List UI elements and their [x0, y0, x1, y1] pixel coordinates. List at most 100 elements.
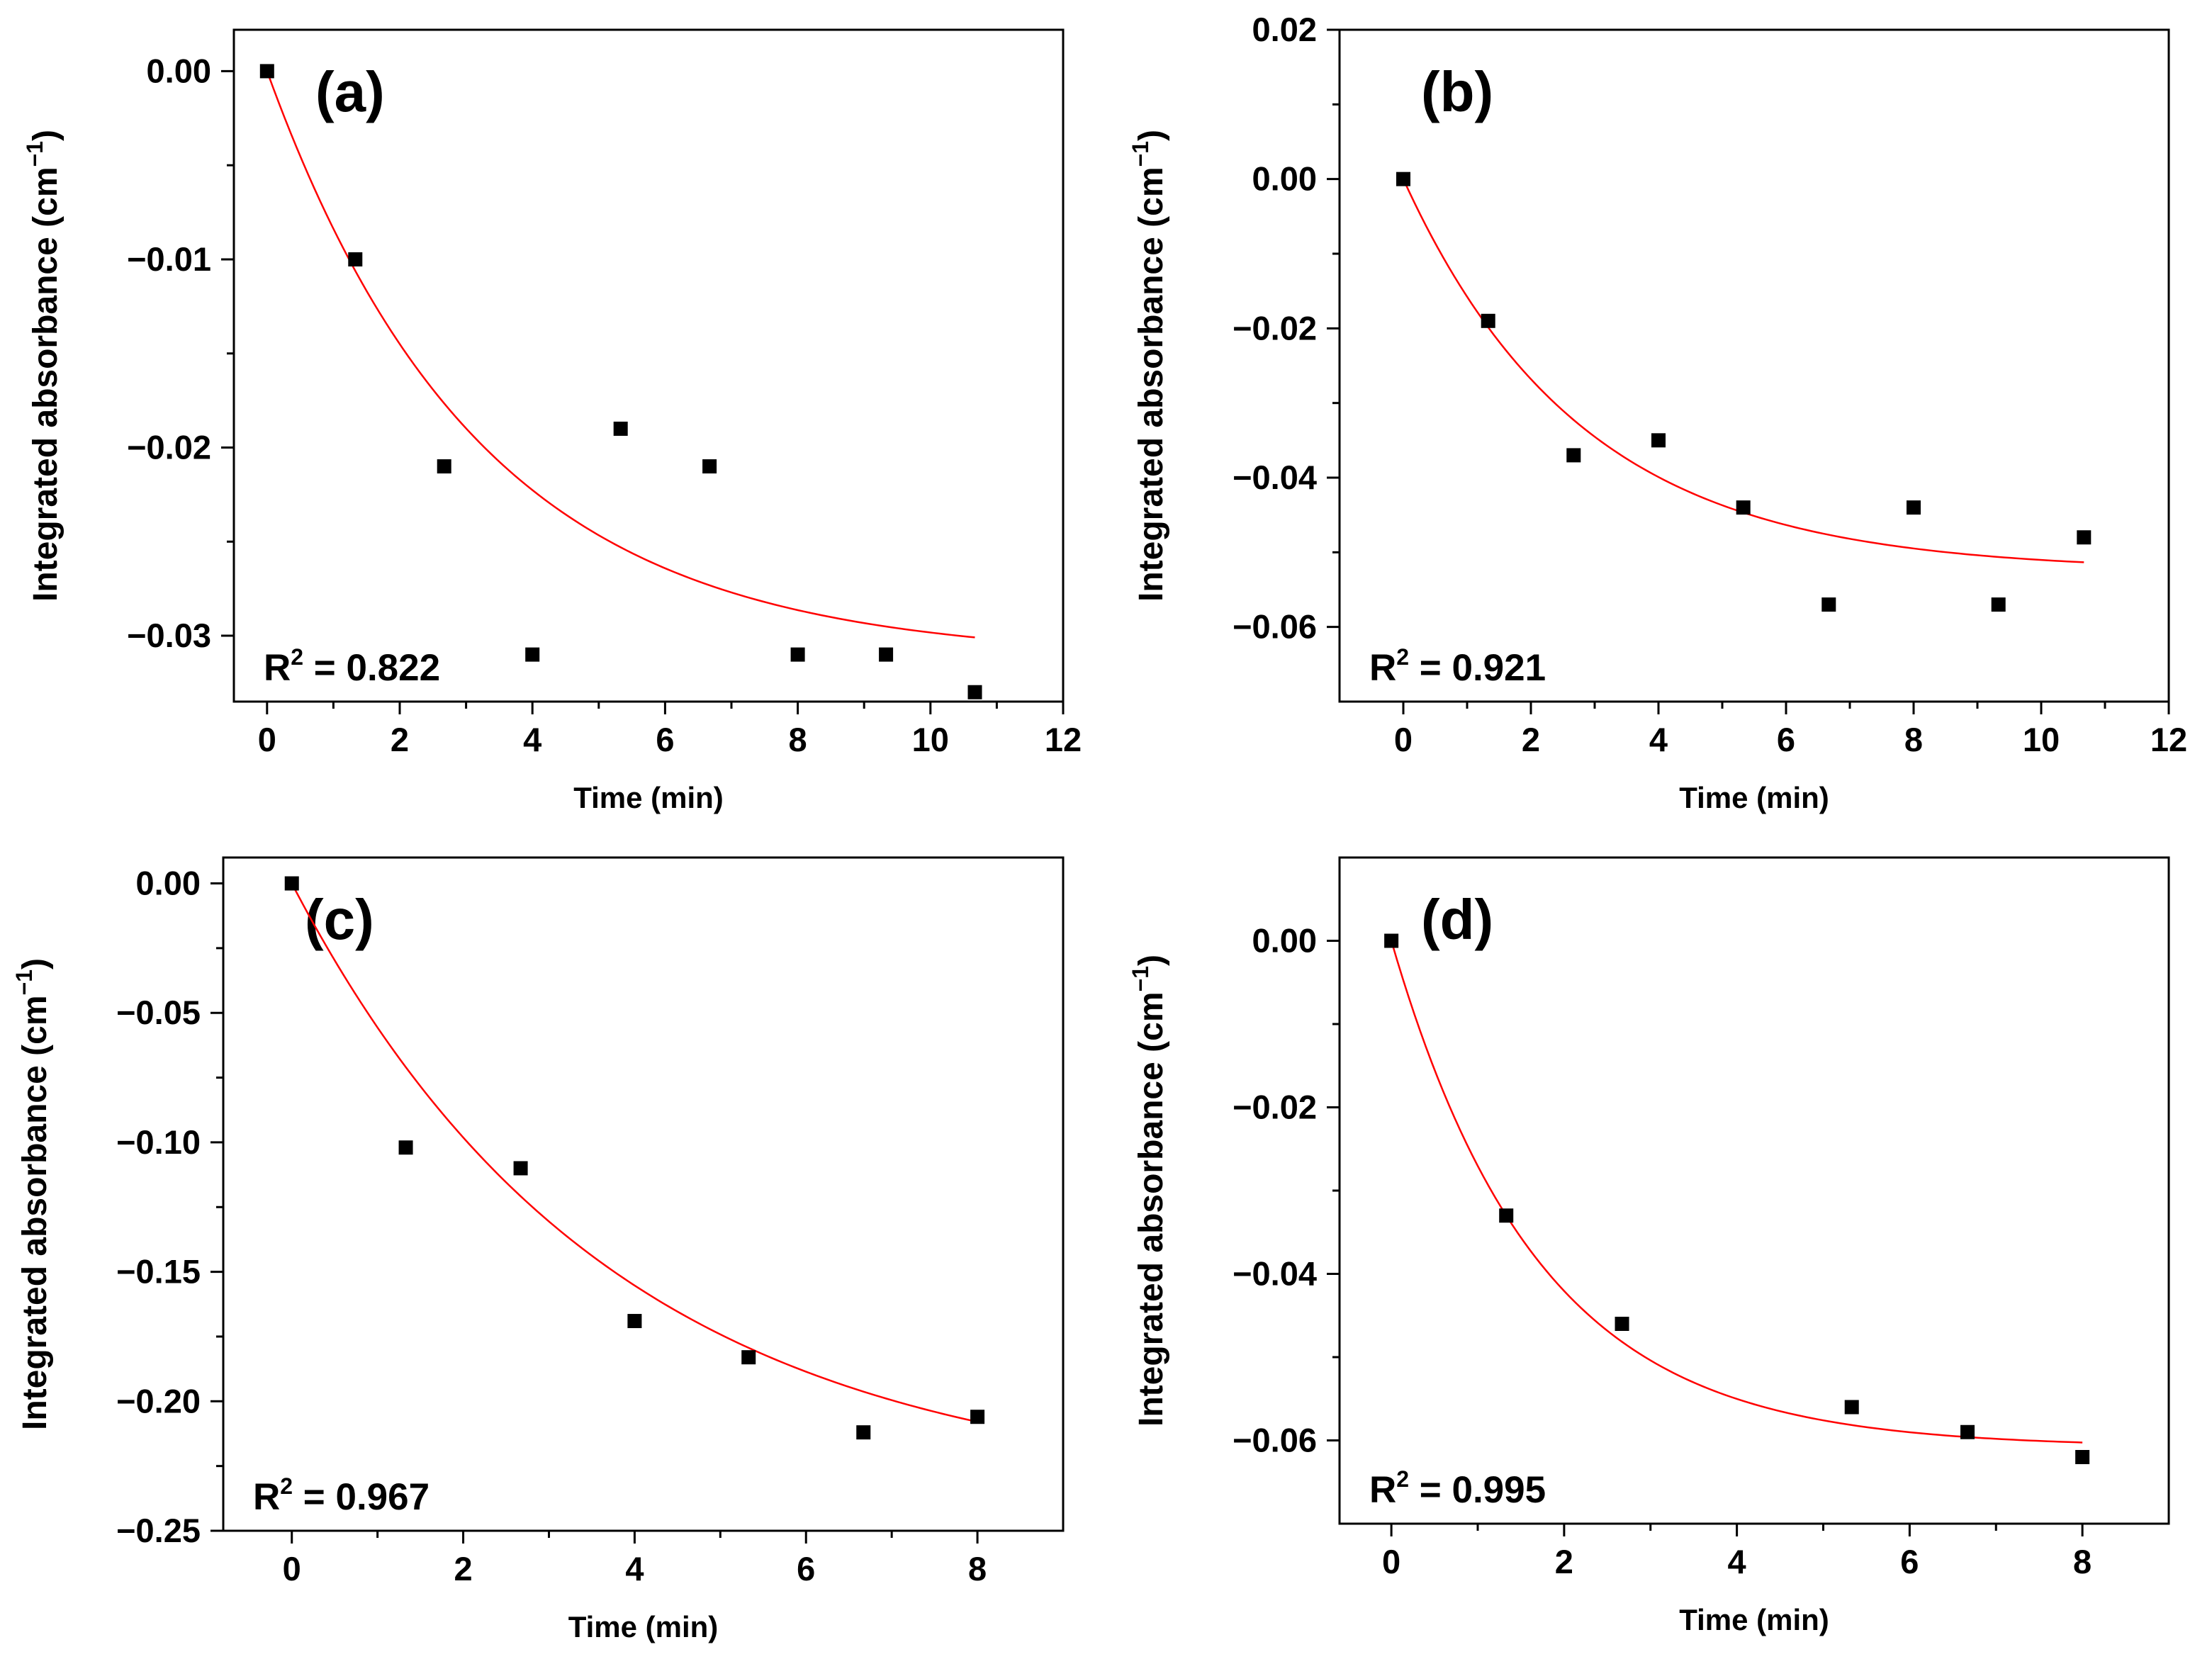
chart-3-data-point	[2075, 1450, 2090, 1464]
chart-0-data-point	[967, 685, 982, 699]
chart-2-ytick-label: −0.10	[116, 1123, 201, 1161]
chart-1-data-point	[1991, 597, 2006, 612]
chart-0-ytick-label: −0.01	[127, 240, 211, 278]
chart-2-ytick-label: −0.15	[116, 1253, 201, 1291]
chart-1-xlabel: Time (min)	[1679, 781, 1829, 814]
chart-2-ytick-label: −0.05	[116, 994, 201, 1031]
chart-1-xtick-label: 4	[1649, 721, 1668, 758]
chart-1-data-point	[1821, 597, 1836, 612]
chart-3-xtick-label: 0	[1382, 1543, 1400, 1580]
chart-3-data-point	[1844, 1400, 1859, 1415]
chart-1-ytick-label: −0.04	[1233, 459, 1317, 496]
chart-1-data-point	[1651, 433, 1666, 448]
chart-2-xtick-label: 0	[283, 1550, 301, 1587]
chart-0-fit-curve	[266, 70, 975, 639]
chart-1-data-point	[1396, 172, 1410, 186]
chart-1-data-point	[2077, 530, 2092, 545]
chart-1-xtick-label: 0	[1394, 721, 1413, 758]
chart-3-ytick-label: −0.02	[1233, 1089, 1317, 1126]
chart-0-xtick-label: 6	[656, 721, 674, 758]
chart-2-xlabel: Time (min)	[568, 1610, 719, 1643]
chart-0: 0 2 4 6 8 10 12 0.00 −0.01 −0.02 −0.03 Time (min) In…	[22, 28, 1082, 814]
chart-0-ylabel: Integrated absorbance (cm−1)	[22, 130, 64, 602]
chart-0-xtick-label: 4	[523, 721, 541, 758]
chart-2-panel-label: (c)	[305, 888, 374, 951]
chart-2-data-point	[741, 1350, 756, 1365]
chart-2: 0 2 4 6 8 0.00 −0.05 −0.10 −0.15 −0.20 −0.25 Time (…	[11, 856, 1065, 1643]
chart-0-xlabel: Time (min)	[573, 781, 724, 814]
chart-2-xtick-label: 6	[797, 1550, 815, 1587]
chart-0-data-point	[879, 647, 894, 662]
chart-3-frame	[1338, 856, 2170, 1525]
chart-0-data-point	[702, 459, 717, 474]
chart-0-data-point	[259, 64, 274, 79]
chart-0-xtick-label: 10	[912, 721, 949, 758]
chart-1-xtick-label: 12	[2150, 721, 2187, 758]
chart-0-r2-label: R2 = 0.822	[264, 644, 440, 689]
chart-1-data-point	[1907, 500, 1921, 515]
chart-3-xtick-label: 6	[1900, 1543, 1919, 1580]
chart-3-xtick-label: 2	[1555, 1543, 1573, 1580]
chart-3: 0 2 4 6 8 0.00 −0.02 −0.04 −0.06 Time (min) Integr…	[1128, 856, 2170, 1636]
chart-3-panel-label: (d)	[1421, 888, 1493, 951]
chart-3-data-point	[1615, 1317, 1629, 1331]
chart-3-ytick-label: −0.06	[1233, 1422, 1317, 1459]
chart-2-data-point	[627, 1314, 642, 1329]
chart-0-data-point	[348, 252, 363, 266]
chart-3-xtick-label: 8	[2073, 1543, 2092, 1580]
chart-2-ylabel: Integrated absorbance (cm−1)	[11, 958, 54, 1430]
chart-1: 0 2 4 6 8 10 12 0.02 0.00 −0.02 −0.04 −0.06 Time (mi…	[1128, 11, 2187, 814]
chart-2-ytick-label: −0.20	[116, 1382, 201, 1420]
chart-2-data-point	[856, 1425, 871, 1440]
chart-2-fit-curve	[291, 882, 978, 1423]
chart-0-data-point	[790, 647, 805, 662]
chart-2-r2-label: R2 = 0.967	[253, 1473, 430, 1518]
chart-3-r2-label: R2 = 0.995	[1369, 1466, 1546, 1511]
chart-1-ylabel: Integrated absorbance (cm−1)	[1128, 130, 1170, 602]
chart-3-data-point	[1384, 933, 1399, 948]
chart-0-ytick-label: −0.03	[127, 617, 211, 654]
chart-0-ytick-label: 0.00	[147, 52, 211, 89]
chart-1-r2-label: R2 = 0.921	[1369, 644, 1546, 689]
chart-3-data-point	[1960, 1424, 1975, 1439]
chart-0-ytick-label: −0.02	[127, 429, 211, 466]
chart-1-xtick-label: 2	[1522, 721, 1540, 758]
chart-0-xtick-label: 2	[391, 721, 409, 758]
chart-2-data-point	[970, 1410, 985, 1424]
chart-2-ytick-label: 0.00	[136, 865, 201, 902]
chart-1-data-point	[1566, 448, 1581, 463]
chart-1-ytick-label: −0.02	[1233, 309, 1317, 347]
chart-3-xtick-label: 4	[1728, 1543, 1746, 1580]
chart-3-data-point	[1499, 1208, 1514, 1223]
chart-1-frame	[1338, 28, 2170, 703]
chart-3-xlabel: Time (min)	[1679, 1603, 1829, 1636]
chart-1-data-point	[1736, 500, 1751, 515]
chart-1-ytick-label: −0.06	[1233, 608, 1317, 646]
chart-2-frame	[222, 856, 1065, 1532]
chart-0-panel-label: (a)	[315, 60, 385, 123]
chart-0-data-point	[437, 459, 451, 474]
chart-2-ytick-label: −0.25	[116, 1512, 201, 1549]
chart-3-ytick-label: 0.00	[1252, 922, 1317, 960]
chart-0-frame	[232, 28, 1065, 703]
chart-1-xtick-label: 6	[1777, 721, 1795, 758]
chart-0-xtick-label: 8	[789, 721, 807, 758]
chart-1-ytick-label: 0.02	[1252, 11, 1317, 48]
chart-0-xtick-label: 0	[258, 721, 276, 758]
chart-2-xtick-label: 4	[625, 1550, 644, 1587]
chart-1-xtick-label: 8	[1904, 721, 1923, 758]
chart-0-data-point	[613, 421, 628, 436]
chart-0-data-point	[525, 647, 540, 662]
chart-2-xtick-label: 2	[454, 1550, 473, 1587]
chart-1-xtick-label: 10	[2023, 721, 2060, 758]
chart-3-ytick-label: −0.04	[1233, 1255, 1317, 1293]
chart-0-xtick-label: 12	[1045, 721, 1082, 758]
chart-2-data-point	[398, 1140, 413, 1155]
chart-1-data-point	[1481, 313, 1495, 328]
chart-3-fit-curve	[1390, 940, 2083, 1444]
chart-1-panel-label: (b)	[1421, 60, 1493, 123]
chart-2-xtick-label: 8	[968, 1550, 987, 1587]
chart-2-data-point	[284, 876, 299, 891]
chart-1-ytick-label: 0.00	[1252, 160, 1317, 198]
